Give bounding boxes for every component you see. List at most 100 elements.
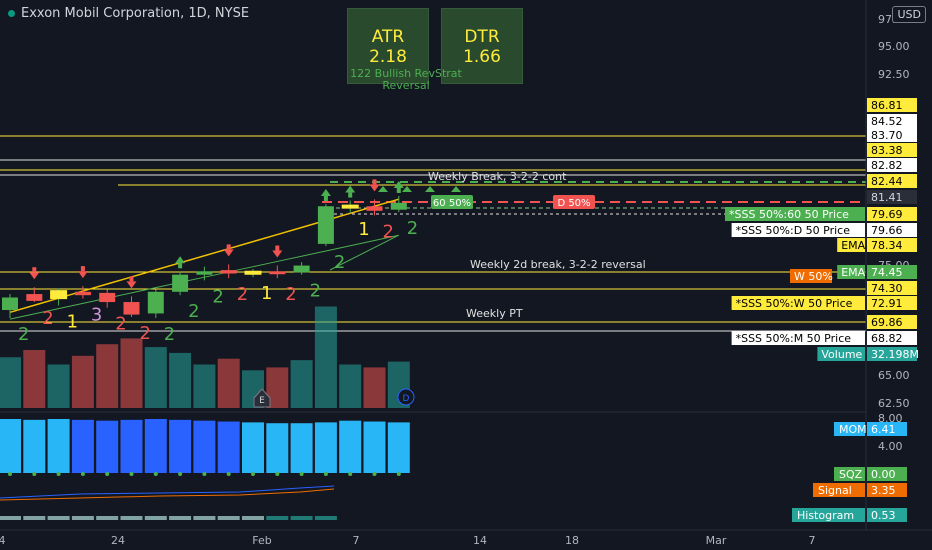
sqz-dot	[323, 472, 328, 476]
down-arrow-icon	[272, 250, 283, 258]
atr-value: 2.18	[369, 47, 407, 67]
time-tick: Mar	[706, 534, 727, 547]
strat-number-2: 2	[212, 286, 223, 307]
histogram-bar	[96, 516, 119, 520]
up-arrow-icon	[378, 186, 388, 192]
level-tag: 83.70	[871, 129, 903, 142]
sqz-dot	[226, 472, 231, 476]
level-tag: Volume	[821, 348, 862, 361]
strat-number-2: 2	[188, 301, 199, 322]
up-arrow-icon	[320, 188, 331, 196]
dtr-value: 1.66	[463, 47, 501, 67]
annotation-weekly-2d-break: Weekly 2d break, 3-2-2 reversal	[470, 258, 646, 271]
time-tick: 4	[0, 534, 6, 547]
strat-number-2: 2	[164, 324, 175, 345]
histogram-bar	[71, 516, 94, 520]
momentum-bar	[23, 419, 46, 473]
level-tag: EMA	[841, 239, 865, 252]
arrow-stem	[348, 192, 353, 198]
level-tag: *SSS 50%:60 50 Price	[729, 208, 849, 221]
price-tick: 92.50	[878, 68, 910, 81]
momentum-bar	[266, 423, 289, 473]
indicator-value-bg	[867, 483, 907, 497]
d-50-tag: D 50%	[557, 198, 590, 209]
time-tick: 7	[809, 534, 816, 547]
sqz-dot	[8, 472, 12, 476]
momentum-bar	[363, 421, 386, 473]
candle-body	[390, 202, 407, 210]
strat-number-2: 2	[310, 281, 321, 302]
revstrat-label: 122 Bullish RevStrat Reversal	[350, 67, 462, 92]
indicator-value-bg	[867, 508, 907, 522]
candle-body	[366, 206, 383, 211]
arrow-stem	[226, 244, 231, 250]
level-tag: *SSS 50%:W 50 Price	[736, 297, 853, 310]
indicator-name-bg	[834, 467, 865, 481]
histogram-bar	[0, 516, 21, 520]
sqz-dot	[372, 472, 377, 476]
indicator-name: Signal	[818, 484, 852, 497]
level-tag-bg	[867, 315, 917, 329]
atr-label: ATR	[371, 27, 405, 47]
sqz-dot	[153, 472, 158, 476]
level-tag-bg	[837, 265, 865, 279]
histogram-bar	[217, 516, 240, 520]
momentum-bar	[217, 421, 240, 473]
level-tag: 74.45	[871, 266, 903, 279]
momentum-bar	[120, 419, 143, 473]
strat-number-2: 2	[42, 308, 53, 329]
volume-bar	[47, 364, 70, 408]
level-tag-bg	[731, 296, 865, 310]
sqz-dot	[105, 472, 110, 476]
level-tag-bg	[867, 331, 917, 345]
histogram-bar	[266, 516, 289, 520]
momentum-bar	[0, 419, 21, 473]
level-tag-bg	[867, 265, 917, 279]
level-tag: 78.34	[871, 239, 903, 252]
symbol-title[interactable]: Exxon Mobil Corporation, 1D, NYSE	[8, 6, 249, 21]
indicator-value: 3.35	[871, 484, 896, 497]
candle-body	[123, 302, 140, 315]
arrow-stem	[129, 276, 134, 282]
time-tick: 14	[473, 534, 487, 547]
down-arrow-icon	[77, 271, 88, 279]
level-tag-bg	[867, 128, 917, 142]
ema-slow-line	[9, 234, 400, 320]
level-tag-bg	[867, 238, 917, 252]
candle-body	[317, 206, 334, 244]
strat-number-2: 2	[407, 218, 418, 239]
currency-button[interactable]: USD	[892, 6, 926, 23]
candle-body	[99, 292, 116, 303]
annotation-weekly-break: Weekly Break, 3-2-2 cont	[428, 170, 567, 183]
volume-bar	[23, 350, 46, 408]
momentum-bar	[169, 419, 192, 473]
strat-number-2: 2	[18, 324, 29, 345]
arrow-stem	[275, 245, 280, 251]
level-tag: W 50%	[794, 270, 833, 283]
candle-body	[147, 291, 164, 314]
histogram-bar	[193, 516, 216, 520]
time-tick: Feb	[252, 534, 271, 547]
level-tag-bg	[837, 238, 865, 252]
symbol-title-text: Exxon Mobil Corporation, 1D, NYSE	[21, 6, 250, 21]
strat-number-1: 1	[261, 283, 272, 304]
level-tag-bg	[731, 331, 865, 345]
atr-box: ATR 2.18	[347, 8, 429, 84]
level-tag-bg	[867, 98, 917, 112]
histogram-bar	[242, 516, 264, 520]
candle-body	[244, 270, 262, 275]
level-tag: 32.198M	[871, 348, 919, 361]
strat-number-1: 1	[67, 311, 78, 332]
strat-number-2: 2	[140, 323, 151, 344]
sqz-dot	[348, 472, 353, 476]
candle-body	[269, 271, 286, 275]
level-tag: 69.86	[871, 316, 903, 329]
level-tag-bg	[867, 347, 917, 361]
sqz-dot	[299, 472, 304, 476]
level-tag: 79.66	[871, 224, 903, 237]
level-tag-bg	[867, 223, 917, 237]
level-tag: EMA	[841, 266, 865, 279]
sqz-dot	[396, 472, 401, 476]
up-arrow-icon	[345, 185, 356, 193]
